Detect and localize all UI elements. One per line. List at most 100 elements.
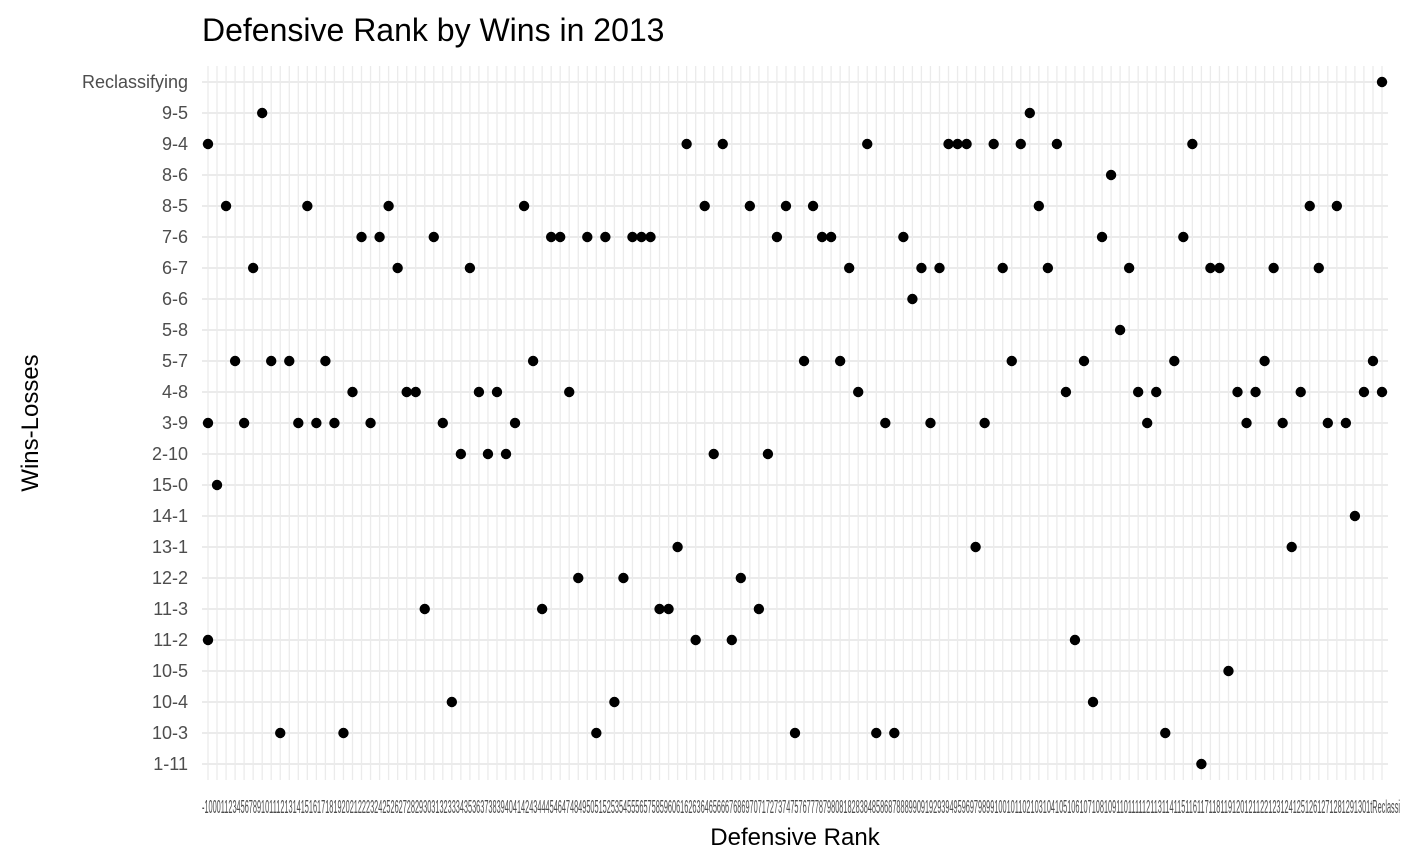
data-point [681,138,692,150]
data-point [925,417,936,429]
data-point [907,293,918,305]
data-point [717,138,728,150]
data-point [564,386,575,398]
data-point [392,262,403,274]
data-point [1078,355,1090,367]
data-point [1340,417,1352,429]
data-point [356,231,367,243]
y-tick-label: 12-2 [152,568,188,588]
data-point [1277,417,1288,429]
data-point [798,355,810,367]
data-point [843,262,855,274]
data-point [202,138,214,150]
data-point [1196,758,1207,770]
data-point [654,603,665,615]
y-tick-label: 15-0 [152,475,188,495]
data-point [1142,417,1153,429]
data-point [880,417,891,429]
data-point [211,479,223,491]
data-point [735,572,747,584]
data-point [455,448,467,460]
data-point [889,727,900,739]
x-axis-title: Defensive Rank [710,824,880,851]
data-point [284,355,295,367]
data-point [1214,262,1225,274]
data-point [1051,138,1063,150]
data-point [329,417,340,429]
data-point [1295,386,1306,398]
y-tick-label: 10-5 [152,661,188,681]
y-tick-label: 4-8 [162,382,188,402]
data-point [1286,541,1297,553]
data-point [500,448,512,460]
data-point [609,696,620,708]
y-tick-label: 14-1 [152,506,188,526]
data-point [771,231,783,243]
data-point [825,231,837,243]
data-point [979,417,990,429]
data-point [600,231,611,243]
data-point [1349,510,1361,522]
y-axis-title: Wins-Losses [17,354,44,491]
data-point [256,107,268,119]
data-point [1160,727,1171,739]
data-point [961,138,972,150]
data-point [275,727,286,739]
data-point [536,603,548,615]
y-tick-label: 8-6 [162,165,188,185]
data-point [527,355,539,367]
data-point [780,200,792,212]
x-tick-labels-overlapping: -100011234567891011121314151617181920212… [202,797,1400,817]
data-point [229,355,241,367]
data-point [970,541,981,553]
data-point [1123,262,1135,274]
data-point [1169,355,1180,367]
data-point [302,200,313,212]
data-point [1331,200,1343,212]
data-point [1259,355,1270,367]
data-points [202,76,1388,770]
data-point [338,727,349,739]
data-point [1105,169,1117,181]
data-point [916,262,927,274]
data-point [943,138,954,150]
data-point [871,727,882,739]
data-point [293,417,304,429]
data-point [853,386,864,398]
y-tick-label: 9-4 [162,134,188,154]
data-point [202,417,214,429]
data-point [1015,138,1026,150]
data-point [320,355,331,367]
data-point [988,138,999,150]
data-point [1241,417,1252,429]
y-tick-labels: 1-11 10-3 10-4 10-5 11-2 11-3 12-2 13-1 14-1 15-0… [82,72,188,774]
data-point [789,727,801,739]
data-point [473,386,485,398]
y-tick-label: 5-8 [162,320,188,340]
data-point [898,231,909,243]
data-point [1069,634,1081,646]
data-point [672,541,683,553]
data-point [1187,138,1198,150]
data-point [509,417,521,429]
data-point [636,231,647,243]
data-point [1304,200,1315,212]
data-point [1376,386,1388,398]
data-point [1250,386,1261,398]
data-point [419,603,430,615]
data-point [220,200,232,212]
y-tick-label: 10-3 [152,723,188,743]
y-tick-label: 11-3 [153,599,188,619]
data-point [1042,262,1054,274]
data-point [708,448,719,460]
y-tick-label: 2-10 [152,444,188,464]
data-point [582,231,593,243]
data-point [247,262,259,274]
y-tick-label: 1-11 [153,754,188,774]
data-point [753,603,765,615]
data-point [482,448,494,460]
data-point [762,448,774,460]
data-point [591,727,602,739]
data-point [934,262,945,274]
